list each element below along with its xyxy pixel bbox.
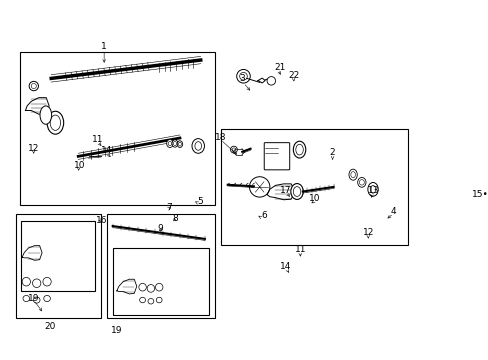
Circle shape: [232, 148, 235, 151]
Text: 12: 12: [28, 144, 39, 153]
Circle shape: [31, 84, 36, 89]
Ellipse shape: [156, 297, 162, 303]
Text: 14: 14: [280, 262, 291, 271]
Bar: [112, 248, 208, 315]
Circle shape: [249, 177, 269, 197]
Text: 15•◦: 15•◦: [471, 190, 488, 199]
Ellipse shape: [178, 142, 181, 146]
Ellipse shape: [33, 279, 41, 288]
Ellipse shape: [50, 115, 61, 130]
Ellipse shape: [357, 177, 365, 187]
Ellipse shape: [166, 140, 173, 148]
Ellipse shape: [177, 141, 183, 148]
Ellipse shape: [43, 296, 50, 302]
Ellipse shape: [293, 186, 300, 197]
Ellipse shape: [369, 185, 375, 193]
Text: 18: 18: [214, 133, 226, 142]
Text: 12: 12: [362, 229, 373, 238]
Ellipse shape: [293, 141, 305, 158]
Ellipse shape: [168, 141, 171, 146]
Text: 14: 14: [101, 146, 112, 155]
Ellipse shape: [195, 142, 201, 150]
Ellipse shape: [192, 139, 204, 153]
Text: 3: 3: [238, 74, 244, 83]
Ellipse shape: [23, 296, 30, 302]
Circle shape: [239, 72, 247, 80]
Circle shape: [29, 81, 39, 91]
Ellipse shape: [43, 278, 51, 286]
Ellipse shape: [40, 106, 52, 124]
Text: 20: 20: [44, 322, 55, 331]
Text: 21: 21: [274, 63, 285, 72]
Text: 17: 17: [280, 186, 291, 195]
Ellipse shape: [47, 111, 63, 134]
Text: 10: 10: [308, 194, 320, 203]
Ellipse shape: [140, 297, 145, 303]
Text: 6: 6: [261, 211, 266, 220]
Circle shape: [230, 146, 237, 153]
Ellipse shape: [295, 144, 303, 155]
Ellipse shape: [147, 285, 154, 292]
FancyBboxPatch shape: [264, 143, 289, 170]
Ellipse shape: [172, 140, 178, 147]
Text: 16: 16: [96, 216, 107, 225]
Text: 2: 2: [329, 148, 335, 157]
Text: 7: 7: [165, 203, 171, 212]
Text: 5: 5: [197, 197, 203, 206]
Ellipse shape: [22, 278, 30, 286]
Text: 11: 11: [294, 246, 305, 255]
Circle shape: [266, 77, 275, 85]
Ellipse shape: [290, 184, 303, 199]
Ellipse shape: [33, 297, 40, 303]
Bar: [21, 221, 95, 291]
Ellipse shape: [350, 172, 355, 178]
Ellipse shape: [148, 298, 154, 304]
Text: 8: 8: [172, 214, 178, 223]
Text: 22: 22: [288, 71, 299, 80]
Ellipse shape: [348, 169, 357, 180]
Ellipse shape: [359, 180, 364, 185]
Text: 13: 13: [367, 186, 378, 195]
Text: 4: 4: [390, 207, 396, 216]
Bar: [20, 53, 215, 205]
Text: 10: 10: [74, 161, 85, 170]
Bar: [221, 129, 407, 245]
Circle shape: [236, 69, 250, 83]
Text: 19: 19: [28, 294, 40, 303]
Text: 11: 11: [92, 135, 104, 144]
Bar: [107, 215, 215, 318]
Ellipse shape: [139, 283, 146, 291]
Text: 9: 9: [157, 224, 163, 233]
Ellipse shape: [155, 283, 163, 291]
Ellipse shape: [173, 141, 176, 145]
Text: 1: 1: [101, 42, 107, 51]
Ellipse shape: [367, 183, 378, 196]
Bar: [16, 215, 101, 318]
Text: 19: 19: [111, 326, 122, 335]
